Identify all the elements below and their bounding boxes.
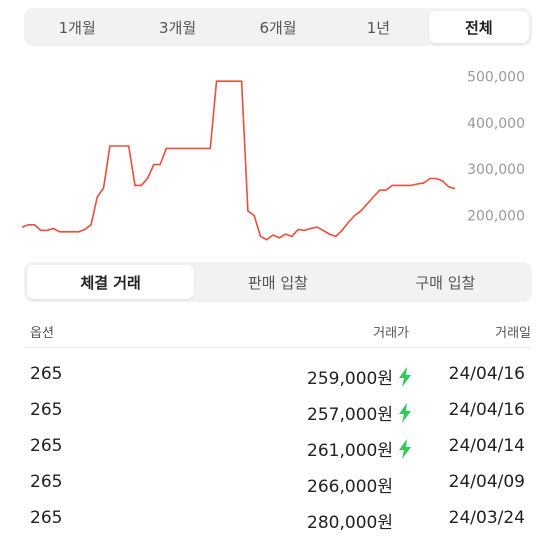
tab-completed-trades[interactable]: 체결 거래 xyxy=(27,265,195,299)
tab-all[interactable]: 전체 xyxy=(428,11,530,43)
row-date: 24/04/09 xyxy=(448,472,525,492)
row-option: 265 xyxy=(30,508,63,528)
row-price-text: 257,000원 xyxy=(307,405,393,425)
tab-sell-bids[interactable]: 판매 입찰 xyxy=(248,273,308,292)
price-chart-svg: 500,000 400,000 300,000 200,000 xyxy=(21,70,525,241)
row-price-text: 261,000원 xyxy=(307,441,393,461)
row-price-text: 266,000원 xyxy=(307,477,393,497)
tab-3-months[interactable]: 3개월 xyxy=(159,18,197,37)
row-price-text: 259,000원 xyxy=(307,369,393,389)
header-date: 거래일 xyxy=(495,326,531,341)
table-header: 옵션 거래가 거래일 xyxy=(24,318,531,348)
row-price: 266,000원 xyxy=(307,472,413,497)
lightning-bolt-icon xyxy=(399,438,411,459)
row-date: 24/04/16 xyxy=(448,364,525,384)
table-row: 265 261,000원 24/04/14 xyxy=(24,430,531,466)
y-tick-label: 400,000 xyxy=(467,116,525,132)
y-tick-label: 300,000 xyxy=(467,162,525,178)
table-row: 265 280,000원 24/03/24 xyxy=(24,502,531,538)
row-option: 265 xyxy=(30,472,63,492)
y-tick-label: 200,000 xyxy=(467,209,525,225)
trade-history-table: 옵션 거래가 거래일 265 259,000원 24/04/16 265 257,000… xyxy=(0,318,555,538)
row-price: 257,000원 xyxy=(307,400,413,425)
tab-buy-bids[interactable]: 구매 입찰 xyxy=(415,273,476,292)
row-price-text: 280,000원 xyxy=(307,513,393,533)
price-chart: 500,000 400,000 300,000 200,000 xyxy=(0,58,555,248)
row-option: 265 xyxy=(30,364,63,384)
period-selector: 1개월 3개월 6개월 1년 전체 xyxy=(24,8,532,46)
tab-6-months[interactable]: 6개월 xyxy=(259,18,297,37)
row-price: 261,000원 xyxy=(307,436,413,461)
lightning-bolt-icon xyxy=(399,366,411,387)
price-series-line xyxy=(21,80,456,241)
table-row: 265 259,000원 24/04/16 xyxy=(24,358,531,394)
header-price: 거래가 xyxy=(373,326,409,341)
tab-1-month[interactable]: 1개월 xyxy=(58,18,96,37)
y-axis-ticks: 500,000 400,000 300,000 200,000 xyxy=(467,70,525,225)
lightning-bolt-icon xyxy=(399,402,411,423)
row-price: 280,000원 xyxy=(307,508,413,533)
row-option: 265 xyxy=(30,400,63,420)
row-date: 24/04/16 xyxy=(448,400,525,420)
row-date: 24/04/14 xyxy=(448,436,525,456)
tab-1-year[interactable]: 1년 xyxy=(366,18,391,37)
table-row: 265 266,000원 24/04/09 xyxy=(24,466,531,502)
row-price: 259,000원 xyxy=(307,364,413,389)
table-row: 265 257,000원 24/04/16 xyxy=(24,394,531,430)
row-option: 265 xyxy=(30,436,63,456)
header-option: 옵션 xyxy=(30,326,54,341)
table-body: 265 259,000원 24/04/16 265 257,000원 24/04/16 26… xyxy=(0,348,555,538)
row-date: 24/03/24 xyxy=(448,508,525,528)
trade-type-selector: 체결 거래 판매 입찰 구매 입찰 xyxy=(24,262,532,302)
y-tick-label: 500,000 xyxy=(467,70,525,86)
